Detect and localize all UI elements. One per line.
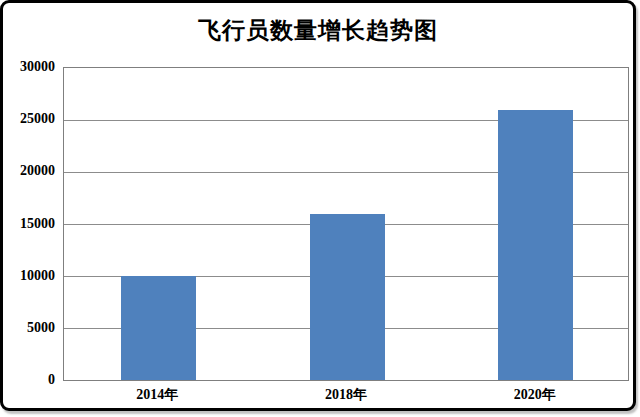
y-axis-tick-label: 0 xyxy=(3,373,55,387)
y-axis-tick-label: 10000 xyxy=(3,269,55,283)
bar-2020年 xyxy=(498,110,573,380)
y-axis-tick-label: 15000 xyxy=(3,217,55,231)
x-axis-tick-label: 2018年 xyxy=(286,386,406,404)
y-axis-tick-label: 20000 xyxy=(3,164,55,178)
x-axis-tick-label: 2020年 xyxy=(475,386,595,404)
y-axis-tick-label: 5000 xyxy=(3,321,55,335)
y-axis-tick-label: 25000 xyxy=(3,112,55,126)
chart-window: 飞行员数量增长趋势图 0 5000 10000 15000 20000 25000 3000… xyxy=(0,0,636,411)
bar-2014年 xyxy=(121,276,196,380)
plot-area xyxy=(63,67,629,381)
y-axis-tick-label: 30000 xyxy=(3,60,55,74)
x-axis-tick-label: 2014年 xyxy=(97,386,217,404)
bar-2018年 xyxy=(310,214,385,380)
chart-title: 飞行员数量增长趋势图 xyxy=(3,15,633,46)
